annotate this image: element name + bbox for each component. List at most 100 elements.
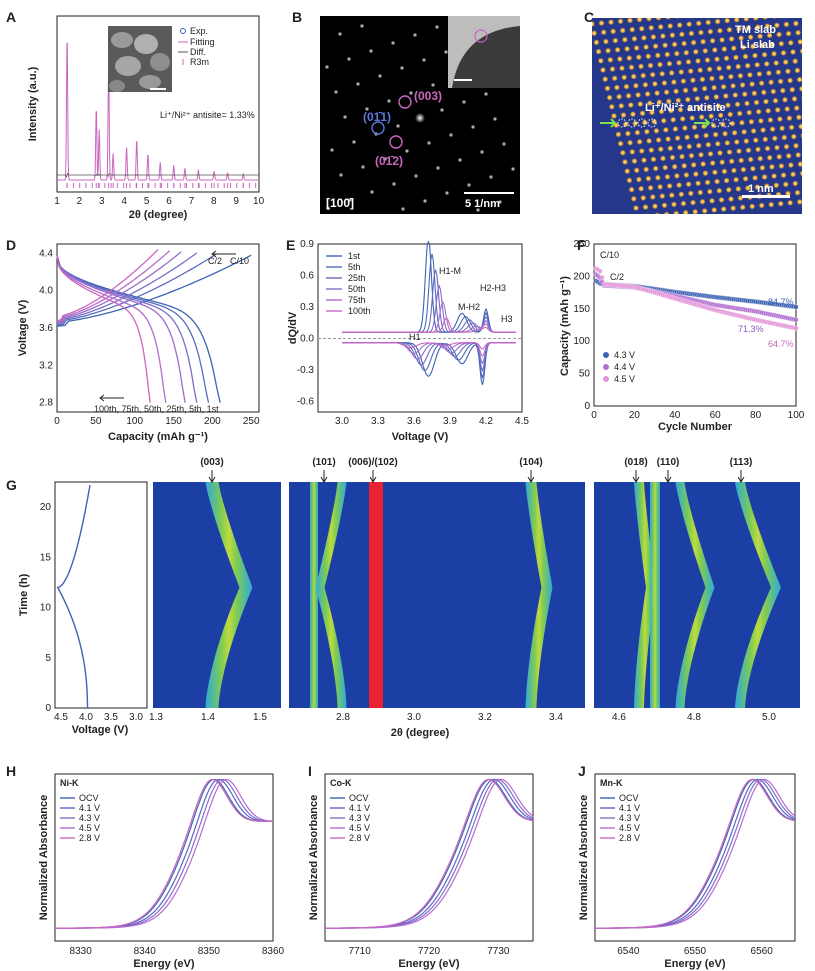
atom-column: [778, 124, 786, 132]
atom-column: [661, 79, 668, 87]
atom-column: [764, 145, 771, 152]
rate-label-c2: C/2: [610, 272, 624, 282]
scale-bar: [742, 195, 790, 198]
atom-column: [695, 142, 703, 150]
atom-column: [628, 63, 635, 71]
atom-column: [601, 75, 609, 83]
data-point: [793, 325, 799, 331]
atom-column: [628, 186, 635, 194]
atom-column: [793, 104, 801, 112]
atom-column: [678, 153, 686, 161]
atom-column: [610, 112, 618, 120]
atom-column: [690, 161, 698, 169]
peak-h3: H3: [501, 314, 513, 324]
atom-column: [789, 48, 797, 56]
atom-column: [783, 105, 791, 113]
y-axis-label: Voltage (V): [17, 299, 29, 356]
diffraction-spot: [439, 107, 445, 113]
atom-column: [751, 174, 759, 182]
atom-column: [768, 41, 776, 48]
diffraction-spot: [351, 139, 357, 145]
atom-column: [698, 113, 706, 121]
atom-column: [675, 181, 683, 189]
atom-column: [607, 18, 615, 26]
xas-spectrum: [595, 778, 796, 929]
atom-column: [682, 209, 690, 214]
atom-column: [780, 171, 787, 179]
atom-column: [764, 22, 771, 30]
y-axis-label: dQ/dV: [287, 311, 299, 344]
discharge-curve: [56, 255, 198, 403]
plot-frame: [594, 773, 796, 942]
atom-column: [697, 151, 705, 159]
atom-column: [627, 101, 635, 109]
atom-column: [727, 195, 735, 203]
atom-column: [620, 111, 627, 119]
atom-column: [726, 26, 733, 34]
data-point: [599, 275, 605, 281]
atom-column: [713, 55, 721, 63]
retention-4-5: 64.7%: [768, 339, 794, 349]
atom-column: [683, 133, 691, 141]
atom-column: [615, 93, 623, 101]
atom-column: [707, 150, 714, 158]
atom-column: [729, 120, 736, 127]
atom-column: [714, 18, 722, 25]
atom-column: [611, 74, 619, 82]
atom-column: [750, 89, 758, 97]
peak-m-h2: M-H2: [458, 302, 480, 312]
diffraction-spot: [329, 147, 335, 153]
element-edge-label: Ni-K: [60, 778, 79, 788]
tick-label: 3.3: [371, 416, 385, 427]
atom-column: [640, 156, 648, 164]
charge-curve: [56, 251, 182, 324]
atom-column: [788, 2, 795, 9]
tick-label: 4.4: [39, 248, 53, 259]
atom-column: [799, 132, 802, 139]
legend-label: 4.5 V: [79, 823, 100, 833]
atom-column: [741, 90, 749, 98]
atom-column: [723, 177, 730, 185]
tick-label: 4: [121, 196, 127, 207]
panel-g: G Time (h) Voltage (V) 2θ (degree) 0 5 10 1…: [6, 457, 800, 739]
tick-label: 8350: [198, 946, 221, 957]
plot-frame: [56, 243, 260, 413]
atom-column: [656, 61, 664, 68]
atom-column: [761, 18, 769, 21]
panel-label: F: [577, 237, 586, 253]
li-slab-label: Li slab: [740, 39, 775, 51]
atom-column: [608, 103, 616, 111]
tick-label: 4.0: [79, 712, 93, 723]
atom-column: [775, 31, 783, 38]
atom-column: [718, 196, 725, 204]
y-tick-labels: 2.8 3.2 3.6 4.0 4.4: [39, 248, 53, 408]
atom-column: [741, 6, 748, 13]
atom-column: [664, 135, 672, 143]
atom-column: [713, 178, 721, 185]
charge-curve: [56, 249, 159, 322]
atom-column: [715, 65, 723, 72]
atom-column: [621, 158, 629, 166]
voltage-time-curve: [56, 484, 91, 708]
atom-column: [753, 99, 760, 106]
atom-column: [615, 131, 622, 138]
atom-column: [794, 29, 802, 37]
atom-column: [685, 180, 692, 188]
atom-column: [655, 98, 663, 106]
atom-column: [730, 167, 738, 174]
atom-column: [773, 21, 781, 29]
atom-column: [649, 193, 657, 201]
legend-4-4v: 4.4 V: [614, 362, 635, 372]
legend: 4.3 V 4.4 V 4.5 V: [603, 350, 635, 384]
legend-label: 4.3 V: [349, 813, 370, 823]
antisite-annotation: Li⁺/Ni²⁺ antisite= 1.33%: [160, 110, 255, 120]
panel-e: E dQ/dV Voltage (V) 0.9 0.6 0.3 0.0 -0.3 -0.6…: [286, 237, 529, 443]
legend-label: 25th: [348, 273, 366, 283]
x-axis-label: Cycle Number: [658, 421, 733, 433]
atom-column: [617, 102, 625, 110]
atom-column: [617, 140, 624, 148]
atom-column: [623, 83, 630, 90]
atom-column: [662, 126, 670, 134]
